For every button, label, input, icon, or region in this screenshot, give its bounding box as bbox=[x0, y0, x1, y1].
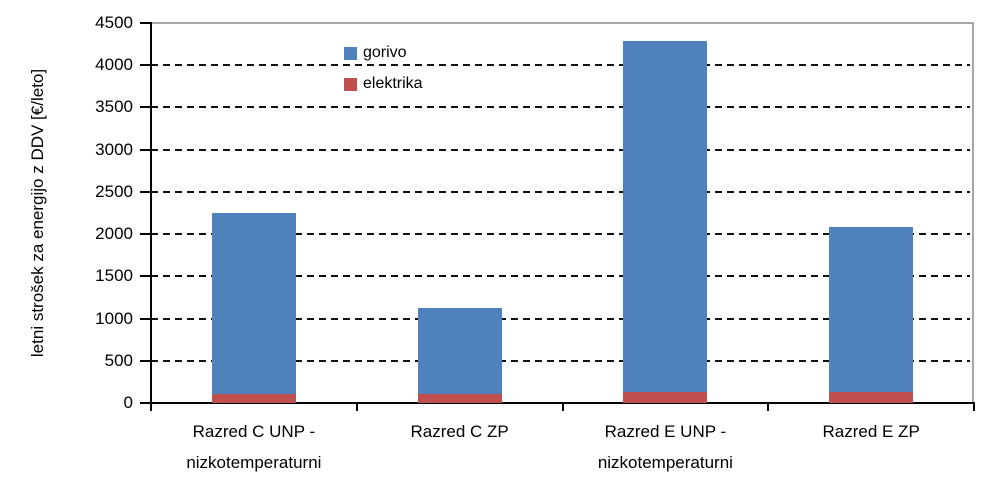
y-tick-label-1000: 1000 bbox=[95, 308, 133, 328]
x-category-label-2: Razred E UNP - nizkotemperaturni bbox=[597, 422, 733, 472]
legend-item-elektrika: elektrika bbox=[344, 75, 423, 93]
x-category-label-0: Razred C UNP - nizkotemperaturni bbox=[186, 422, 322, 472]
y-tick-mark-1500 bbox=[140, 275, 152, 278]
x-category-label-1: Razred C ZP bbox=[410, 422, 509, 441]
gridline-500 bbox=[151, 359, 970, 362]
y-tick-label-2000: 2000 bbox=[95, 224, 133, 244]
y-tick-mark-4000 bbox=[140, 64, 152, 67]
y-tick-mark-500 bbox=[140, 359, 152, 362]
gridline-1500 bbox=[151, 275, 970, 278]
gorivo-swatch-icon bbox=[344, 46, 357, 60]
x-tick-mark-0 bbox=[150, 403, 152, 411]
y-tick-label-2500: 2500 bbox=[95, 181, 133, 201]
legend-label-gorivo: gorivo bbox=[363, 44, 407, 61]
y-axis-line bbox=[150, 22, 152, 405]
elektrika-swatch-icon bbox=[344, 77, 357, 91]
plot-border-right bbox=[972, 22, 974, 404]
legend-item-gorivo: gorivo bbox=[344, 44, 423, 62]
y-tick-label-3500: 3500 bbox=[95, 97, 133, 117]
bar-segment-gorivo-1 bbox=[417, 308, 502, 394]
bar-segment-gorivo-2 bbox=[623, 40, 708, 392]
y-tick-label-500: 500 bbox=[104, 350, 133, 370]
plot-border-top bbox=[151, 22, 974, 24]
bar-segment-gorivo-3 bbox=[829, 226, 914, 392]
y-tick-mark-0 bbox=[140, 402, 152, 404]
gridline-2500 bbox=[151, 190, 970, 193]
x-tick-mark-2 bbox=[561, 403, 564, 411]
y-tick-mark-2500 bbox=[140, 190, 152, 193]
x-tick-mark-3 bbox=[767, 403, 770, 411]
bar-segment-elektrika-1 bbox=[417, 393, 502, 403]
y-tick-mark-2000 bbox=[140, 233, 152, 236]
legend-label-elektrika: elektrika bbox=[363, 75, 423, 92]
y-tick-mark-3500 bbox=[140, 106, 152, 109]
y-tick-label-3000: 3000 bbox=[95, 139, 133, 159]
x-category-label-3: Razred E ZP bbox=[822, 422, 920, 441]
gridline-4000 bbox=[151, 64, 970, 67]
y-tick-mark-1000 bbox=[140, 317, 152, 320]
bar-segment-elektrika-3 bbox=[829, 392, 914, 403]
y-tick-label-1500: 1500 bbox=[95, 266, 133, 286]
gridline-3500 bbox=[151, 106, 970, 109]
bar-segment-elektrika-2 bbox=[623, 392, 708, 403]
bar-segment-elektrika-0 bbox=[211, 393, 296, 403]
legend: gorivo elektrika bbox=[344, 44, 423, 106]
x-tick-mark-4 bbox=[973, 403, 975, 411]
x-tick-mark-1 bbox=[355, 403, 358, 411]
bar-segment-gorivo-0 bbox=[211, 213, 296, 394]
y-tick-label-4500: 4500 bbox=[95, 13, 133, 32]
gridline-1000 bbox=[151, 317, 970, 320]
y-tick-label-4000: 4000 bbox=[95, 55, 133, 75]
y-tick-mark-3000 bbox=[140, 148, 152, 151]
y-tick-label-0: 0 bbox=[123, 393, 133, 412]
y-axis-title: letni strošek za energijo z DDV [€/leto] bbox=[28, 68, 47, 358]
y-tick-mark-4500 bbox=[140, 22, 152, 24]
gridline-2000 bbox=[151, 233, 970, 236]
gridline-3000 bbox=[151, 148, 970, 151]
